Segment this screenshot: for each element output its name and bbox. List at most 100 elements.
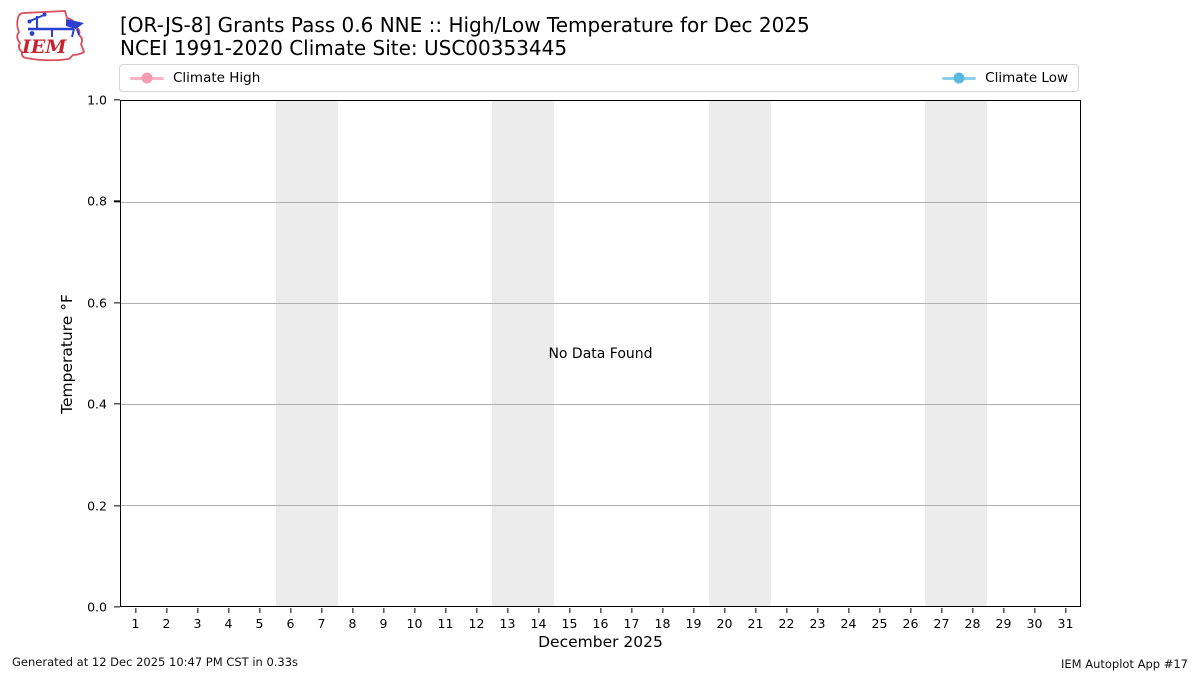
plot-area: No Data Found xyxy=(120,100,1081,607)
x-tick-mark xyxy=(847,608,850,613)
x-tick-label: 15 xyxy=(561,616,578,631)
x-tick-label: 20 xyxy=(716,616,733,631)
y-tick-label: 1.0 xyxy=(87,92,107,108)
x-tick-mark xyxy=(754,608,757,613)
x-tick-label: 7 xyxy=(317,616,326,631)
x-tick-mark xyxy=(1064,608,1067,613)
y-tick-label: 0.2 xyxy=(87,498,107,514)
y-tick-label: 0.4 xyxy=(87,396,107,412)
x-tick-mark xyxy=(723,608,726,613)
x-tick-label: 27 xyxy=(933,616,950,631)
x-tick-label: 26 xyxy=(902,616,919,631)
x-tick-mark xyxy=(351,608,354,613)
x-tick-label: 31 xyxy=(1057,616,1074,631)
y-tick-mark xyxy=(114,606,120,608)
x-tick-label: 9 xyxy=(379,616,388,631)
x-tick-label: 22 xyxy=(778,616,795,631)
x-tick-label: 8 xyxy=(348,616,357,631)
x-tick-label: 24 xyxy=(840,616,857,631)
x-tick-label: 4 xyxy=(224,616,233,631)
legend-item-climate-high: Climate High xyxy=(130,70,260,86)
x-axis-title: December 2025 xyxy=(538,633,663,651)
x-tick-mark xyxy=(1002,608,1005,613)
chart-title-block: [OR-JS-8] Grants Pass 0.6 NNE :: High/Lo… xyxy=(120,14,810,60)
x-tick-label: 21 xyxy=(747,616,764,631)
y-gridline xyxy=(121,303,1080,304)
chart-subtitle: NCEI 1991-2020 Climate Site: USC00353445 xyxy=(120,36,568,60)
x-tick-mark xyxy=(475,608,478,613)
weekend-shade-band xyxy=(925,101,988,606)
legend-label: Climate Low xyxy=(985,70,1068,86)
y-gridline xyxy=(121,505,1080,506)
y-tick-label: 0.6 xyxy=(87,295,107,311)
y-axis: 0.0 0.2 0.4 0.6 0.8 1.0 xyxy=(0,93,120,615)
x-tick-label: 12 xyxy=(468,616,485,631)
x-tick-label: 29 xyxy=(995,616,1012,631)
y-gridline xyxy=(121,202,1080,203)
x-tick-label: 3 xyxy=(193,616,202,631)
y-tick-mark xyxy=(114,403,120,405)
x-tick-mark xyxy=(134,608,137,613)
x-tick-mark xyxy=(971,608,974,613)
x-tick-mark xyxy=(661,608,664,613)
y-tick-mark xyxy=(114,99,120,101)
x-tick-label: 13 xyxy=(499,616,516,631)
x-tick-mark xyxy=(537,608,540,613)
x-tick-mark xyxy=(506,608,509,613)
chart-title: [OR-JS-8] Grants Pass 0.6 NNE :: High/Lo… xyxy=(120,13,810,37)
x-tick-label: 2 xyxy=(162,616,171,631)
y-tick-mark xyxy=(114,200,120,203)
legend: Climate High Climate Low xyxy=(119,64,1079,92)
x-tick-mark xyxy=(630,608,633,613)
x-tick-label: 10 xyxy=(406,616,423,631)
y-tick-label: 0.8 xyxy=(87,193,107,209)
app-attribution: IEM Autoplot App #17 xyxy=(1060,657,1188,671)
x-tick-label: 14 xyxy=(530,616,547,631)
x-tick-label: 30 xyxy=(1026,616,1043,631)
x-tick-label: 6 xyxy=(286,616,295,631)
x-axis: 1 2 3 4 5 6 7 8 9 10 11 12 13 14 15 16 17 18 19 20 21 22 23 24 2… xyxy=(120,607,1081,635)
x-tick-label: 16 xyxy=(592,616,609,631)
x-tick-mark xyxy=(382,608,385,613)
x-tick-mark xyxy=(165,608,168,613)
x-tick-mark xyxy=(599,608,602,613)
x-tick-mark xyxy=(444,608,447,613)
x-tick-mark xyxy=(568,608,571,613)
weekend-shade-band xyxy=(275,101,338,606)
climate-low-marker-icon xyxy=(942,72,977,84)
x-tick-label: 19 xyxy=(685,616,702,631)
logo-text: IEM xyxy=(21,36,67,58)
x-tick-mark xyxy=(909,608,912,613)
x-tick-mark xyxy=(785,608,788,613)
y-gridline xyxy=(121,404,1080,405)
y-tick-mark xyxy=(114,504,120,507)
y-axis-title: Temperature °F xyxy=(58,293,76,414)
generated-timestamp: Generated at 12 Dec 2025 10:47 PM CST in… xyxy=(12,655,299,669)
x-tick-mark xyxy=(227,608,230,613)
x-tick-label: 28 xyxy=(964,616,981,631)
climate-high-marker-icon xyxy=(130,72,164,84)
no-data-message: No Data Found xyxy=(548,345,653,362)
weekend-shade-band xyxy=(492,101,555,606)
x-tick-mark xyxy=(692,608,695,613)
x-tick-mark xyxy=(196,608,199,613)
x-tick-label: 5 xyxy=(255,616,264,631)
x-tick-label: 11 xyxy=(437,616,454,631)
legend-label: Climate High xyxy=(173,70,261,86)
x-tick-mark xyxy=(320,608,323,613)
x-tick-label: 1 xyxy=(131,616,140,631)
weathervane-icon xyxy=(27,12,84,38)
x-tick-label: 17 xyxy=(623,616,640,631)
x-tick-label: 25 xyxy=(871,616,888,631)
x-tick-mark xyxy=(258,608,261,613)
x-tick-mark xyxy=(878,608,881,613)
iem-logo: IEM xyxy=(16,10,85,62)
x-tick-mark xyxy=(816,608,819,613)
x-tick-mark xyxy=(1033,608,1036,613)
x-tick-mark xyxy=(940,608,943,613)
x-tick-label: 23 xyxy=(809,616,826,631)
weekend-shade-band xyxy=(708,101,771,606)
y-tick-label: 0.0 xyxy=(87,599,107,615)
y-tick-mark xyxy=(114,302,120,304)
